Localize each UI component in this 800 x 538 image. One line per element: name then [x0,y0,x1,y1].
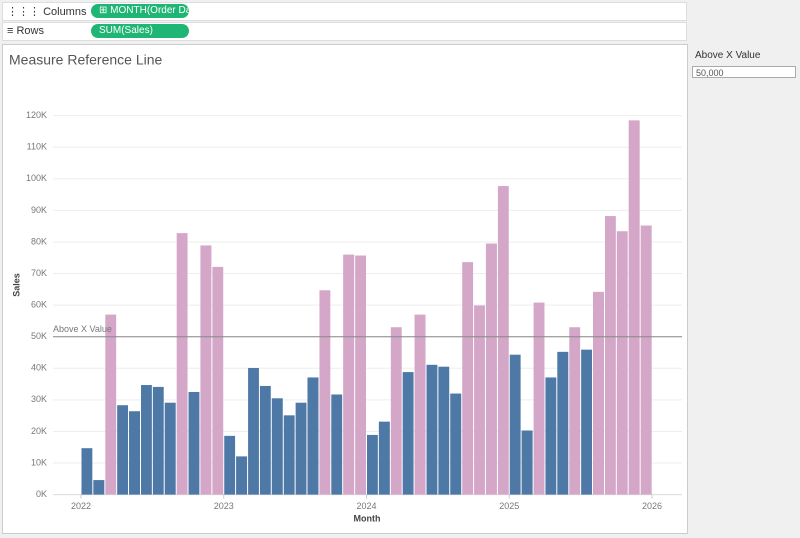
bar [152,386,164,495]
y-tick-label: 20K [31,426,47,436]
bar [462,262,474,495]
y-tick-label: 90K [31,205,47,215]
y-tick-label: 60K [31,299,47,309]
bar [93,480,105,495]
bar [259,385,271,495]
y-tick-label: 40K [31,363,47,373]
bar [604,216,616,495]
columns-shelf: ⋮⋮⋮ Columns ⊞ MONTH(Order Da.. [2,2,687,21]
shelf-label: ≡ Rows [7,25,44,37]
chart-panel: Measure Reference Line Sales Month 0K 10K… [2,44,688,534]
bar [248,367,259,495]
bar [117,405,129,495]
y-tick-label: 30K [31,394,47,404]
bar [343,254,355,495]
y-tick-label: 10K [31,457,47,467]
bar [141,385,152,495]
bar [129,411,141,495]
bar [212,266,224,495]
bar [319,290,331,495]
bar [224,435,236,495]
bar [509,354,521,495]
bar [307,377,319,495]
y-tick-label: 100K [26,173,47,183]
bar [164,402,176,495]
parameter-input[interactable]: 50,000 [692,66,796,78]
bar [188,391,200,495]
rows-shelf: ≡ Rows SUM(Sales) [2,22,687,41]
bar [616,231,628,495]
x-tick-label: 2026 [642,501,662,511]
y-tick-label: 80K [31,236,47,246]
chart: Measure Reference Line Sales Month 0K 10K… [9,52,682,523]
bar [271,398,283,495]
bar [295,402,307,495]
shelf-label: ⋮⋮⋮ Columns [7,6,87,18]
bar [378,421,390,495]
bar [545,377,557,495]
bar [450,393,462,495]
parameter-panel: Above X Value 50,000 [690,44,798,104]
bar [628,120,640,495]
y-tick-label: 120K [26,110,47,120]
bar [331,394,343,495]
bar [390,327,402,495]
bar [105,314,117,495]
parameter-title: Above X Value [695,50,761,61]
bar [485,243,497,495]
bar [426,364,438,495]
y-axis-label: Sales [11,273,21,297]
pill-text: MONTH(Order Da.. [110,5,189,16]
chart-title: Measure Reference Line [9,52,163,68]
bar [497,186,509,495]
y-tick-label: 70K [31,268,47,278]
bar [533,302,545,495]
pill[interactable]: ⊞ MONTH(Order Da.. [91,4,189,18]
bar [283,415,295,495]
x-tick-label: 2024 [356,501,376,511]
bar [236,456,248,495]
bar [355,255,367,495]
bar [402,372,414,495]
bar [438,366,450,495]
bar [200,245,212,495]
y-tick-label: 0K [36,489,47,499]
bar [176,233,188,495]
bar [640,225,652,495]
shelf-label-text: Columns [43,6,87,18]
bar [81,448,93,495]
reference-line-label: Above X Value [53,324,112,334]
shelf-label-text: Rows [16,25,44,37]
bar [474,305,485,495]
pill[interactable]: SUM(Sales) [91,24,189,38]
x-tick-label: 2025 [499,501,519,511]
bar [592,291,604,495]
x-axis-label: Month [354,513,381,523]
bar [367,434,378,495]
bar [557,351,569,495]
x-tick-label: 2022 [71,501,91,511]
bar [521,430,533,495]
y-tick-label: 50K [31,331,47,341]
x-tick-label: 2023 [214,501,234,511]
bar [414,314,426,495]
bar [581,349,592,495]
y-tick-label: 110K [27,142,47,152]
bar [569,327,581,495]
